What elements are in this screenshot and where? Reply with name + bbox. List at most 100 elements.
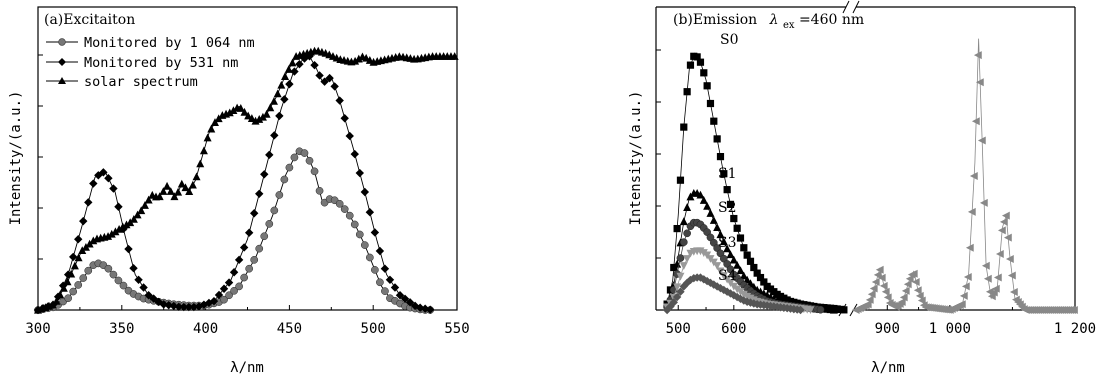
data-point — [696, 190, 705, 199]
data-point — [376, 278, 384, 287]
data-point — [672, 292, 682, 302]
data-point — [973, 51, 982, 60]
data-point — [275, 191, 284, 199]
data-point — [350, 149, 359, 159]
data-point — [260, 232, 269, 241]
data-point — [840, 306, 848, 314]
emission-series-0 — [663, 52, 848, 314]
data-point — [965, 243, 974, 252]
emission-series-4 — [662, 273, 805, 315]
data-point — [104, 174, 113, 183]
data-point — [881, 287, 890, 296]
data-point — [207, 124, 216, 133]
data-point — [702, 276, 712, 286]
series-1 — [33, 52, 435, 315]
data-point — [89, 179, 98, 188]
data-point — [351, 56, 360, 65]
data-point — [991, 284, 1000, 293]
data-point — [730, 214, 738, 223]
data-point — [270, 206, 279, 215]
data-point — [64, 294, 73, 303]
data-point — [723, 244, 732, 253]
data-point — [909, 269, 918, 278]
data-point — [164, 300, 173, 310]
data-point — [119, 281, 128, 290]
x-tick-label: 1 000 — [929, 321, 971, 337]
panel-b-title: (b)Emission λ ex =460 nm — [673, 12, 864, 32]
data-point — [69, 287, 78, 296]
data-point — [115, 224, 124, 233]
data-point — [250, 209, 259, 218]
data-point — [450, 52, 459, 60]
x-tick-label: 600 — [721, 321, 746, 337]
data-point — [250, 256, 259, 264]
data-point — [1001, 211, 1010, 220]
data-point — [696, 58, 705, 66]
data-point — [760, 278, 768, 286]
data-point — [159, 187, 168, 195]
label-s0: S0 — [720, 32, 739, 48]
panel-a-title: (a)Excitaiton — [44, 12, 135, 28]
data-point — [285, 79, 294, 89]
data-point — [883, 293, 892, 302]
panel-b-y-ticks — [656, 49, 661, 259]
data-point — [719, 285, 729, 295]
data-point — [977, 136, 986, 145]
data-point — [260, 170, 269, 179]
data-point — [107, 229, 116, 238]
data-point — [174, 302, 183, 311]
data-point — [133, 210, 142, 219]
data-point — [712, 282, 722, 291]
data-point — [969, 171, 978, 180]
data-point — [79, 216, 88, 226]
data-point — [188, 180, 197, 189]
data-point — [911, 277, 920, 286]
data-point — [185, 187, 194, 196]
data-point — [686, 61, 695, 69]
data-point — [214, 114, 223, 123]
data-point — [679, 282, 688, 291]
data-point — [1070, 306, 1078, 314]
data-point — [743, 275, 752, 284]
data-point — [999, 217, 1008, 226]
data-point — [111, 227, 120, 236]
data-point — [733, 260, 742, 269]
data-point — [236, 104, 245, 112]
x-tick-label: 500 — [666, 321, 691, 337]
data-point — [330, 82, 339, 91]
data-point — [67, 269, 76, 278]
data-point — [84, 198, 93, 207]
data-point — [683, 88, 691, 96]
data-point — [676, 272, 685, 281]
data-point — [285, 163, 294, 172]
data-point — [81, 242, 90, 251]
data-point — [240, 107, 249, 116]
data-point — [134, 275, 143, 284]
data-point — [676, 254, 685, 262]
data-point — [355, 168, 364, 178]
data-point — [719, 237, 728, 246]
data-point — [310, 167, 319, 176]
panel-b-x-ticks: 500 600 900 1 000 1 200 — [666, 305, 1096, 337]
data-point — [985, 287, 994, 296]
data-point — [683, 229, 691, 238]
panel-b-xlabel: λ/nm — [871, 360, 905, 376]
data-point — [225, 108, 234, 117]
data-point — [315, 186, 324, 195]
data-point — [673, 283, 682, 292]
data-point — [993, 273, 1002, 282]
data-point — [971, 117, 980, 126]
data-point — [192, 172, 201, 181]
data-point — [74, 253, 83, 262]
data-point — [743, 251, 751, 259]
data-point — [901, 286, 910, 295]
data-point — [679, 238, 688, 246]
data-point — [381, 287, 389, 295]
axis-break-mark — [852, 0, 860, 14]
data-point — [305, 156, 314, 165]
data-point — [716, 283, 725, 293]
data-point — [159, 300, 168, 309]
data-point — [295, 59, 304, 69]
data-point — [753, 269, 761, 277]
